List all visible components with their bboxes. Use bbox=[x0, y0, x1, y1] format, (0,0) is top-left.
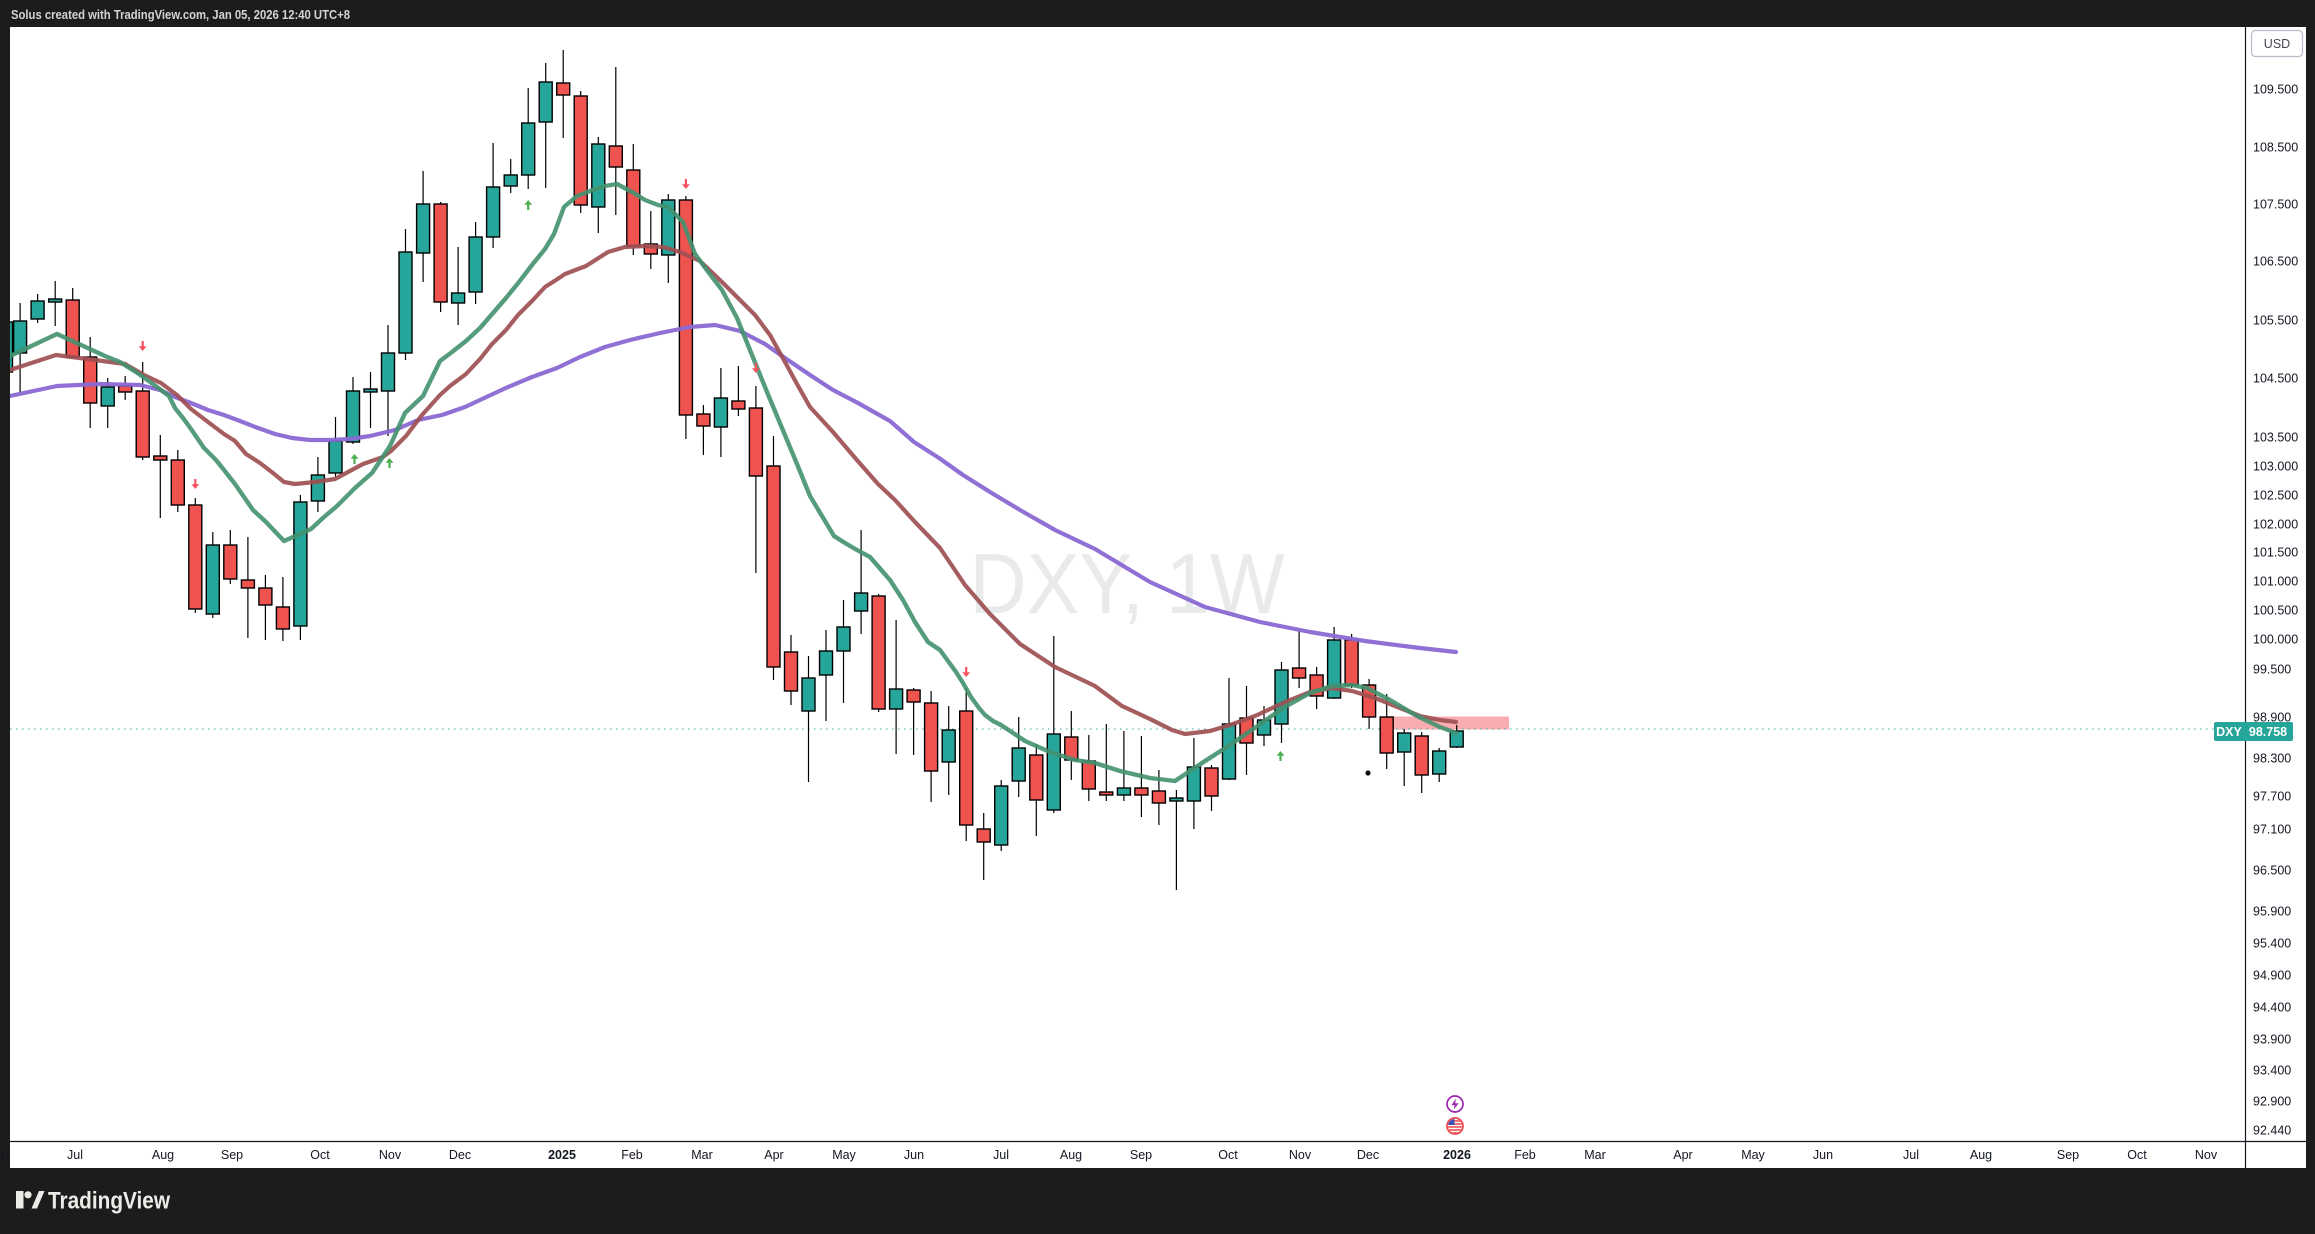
svg-text:Nov: Nov bbox=[379, 1148, 402, 1162]
svg-text:102.500: 102.500 bbox=[2253, 489, 2298, 503]
svg-text:Aug: Aug bbox=[1060, 1148, 1082, 1162]
svg-text:Dec: Dec bbox=[449, 1148, 471, 1162]
svg-text:n: n bbox=[2, 1148, 9, 1162]
svg-text:Solus created with TradingView: Solus created with TradingView.com, Jan … bbox=[11, 7, 350, 22]
svg-text:Mar: Mar bbox=[1584, 1148, 1606, 1162]
svg-text:Sep: Sep bbox=[2057, 1148, 2079, 1162]
svg-text:Jul: Jul bbox=[67, 1148, 83, 1162]
svg-text:108.500: 108.500 bbox=[2253, 141, 2298, 155]
svg-text:Nov: Nov bbox=[1289, 1148, 1312, 1162]
svg-text:100.000: 100.000 bbox=[2253, 633, 2298, 647]
svg-text:Oct: Oct bbox=[310, 1148, 330, 1162]
svg-text:DXY: DXY bbox=[2216, 725, 2242, 739]
svg-text:Sep: Sep bbox=[1130, 1148, 1152, 1162]
svg-text:Jun: Jun bbox=[1813, 1148, 1833, 1162]
svg-text:2025: 2025 bbox=[548, 1148, 576, 1162]
svg-text:May: May bbox=[1741, 1148, 1765, 1162]
svg-text:100.500: 100.500 bbox=[2253, 604, 2298, 618]
svg-text:Apr: Apr bbox=[764, 1148, 783, 1162]
svg-text:102.000: 102.000 bbox=[2253, 518, 2298, 532]
svg-text:2026: 2026 bbox=[1443, 1148, 1471, 1162]
svg-text:92.900: 92.900 bbox=[2253, 1095, 2291, 1109]
svg-text:97.700: 97.700 bbox=[2253, 790, 2291, 804]
svg-text:106.500: 106.500 bbox=[2253, 255, 2298, 269]
svg-text:Jul: Jul bbox=[993, 1148, 1009, 1162]
svg-text:104.500: 104.500 bbox=[2253, 372, 2298, 386]
svg-text:Mar: Mar bbox=[691, 1148, 713, 1162]
svg-text:98.758: 98.758 bbox=[2249, 725, 2287, 739]
svg-text:103.500: 103.500 bbox=[2253, 431, 2298, 445]
svg-text:Aug: Aug bbox=[152, 1148, 174, 1162]
svg-text:May: May bbox=[832, 1148, 856, 1162]
svg-text:99.500: 99.500 bbox=[2253, 663, 2291, 677]
svg-text:Jun: Jun bbox=[904, 1148, 924, 1162]
svg-text:103.000: 103.000 bbox=[2253, 460, 2298, 474]
svg-text:93.900: 93.900 bbox=[2253, 1033, 2291, 1047]
svg-text:Oct: Oct bbox=[2127, 1148, 2147, 1162]
svg-text:107.500: 107.500 bbox=[2253, 198, 2298, 212]
svg-text:Nov: Nov bbox=[2195, 1148, 2218, 1162]
svg-text:Feb: Feb bbox=[1514, 1148, 1536, 1162]
svg-text:95.900: 95.900 bbox=[2253, 905, 2291, 919]
svg-text:98.900: 98.900 bbox=[2253, 711, 2291, 725]
svg-text:93.400: 93.400 bbox=[2253, 1064, 2291, 1078]
svg-text:Aug: Aug bbox=[1970, 1148, 1992, 1162]
svg-text:USD: USD bbox=[2264, 37, 2290, 51]
svg-text:95.400: 95.400 bbox=[2253, 937, 2291, 951]
svg-text:101.500: 101.500 bbox=[2253, 546, 2298, 560]
svg-text:94.400: 94.400 bbox=[2253, 1001, 2291, 1015]
svg-text:Oct: Oct bbox=[1218, 1148, 1238, 1162]
svg-text:Apr: Apr bbox=[1673, 1148, 1692, 1162]
svg-text:94.900: 94.900 bbox=[2253, 969, 2291, 983]
svg-text:TradingView: TradingView bbox=[48, 1188, 171, 1215]
svg-text:97.100: 97.100 bbox=[2253, 823, 2291, 837]
svg-text:92.440: 92.440 bbox=[2253, 1124, 2291, 1138]
svg-text:105.500: 105.500 bbox=[2253, 314, 2298, 328]
svg-text:96.500: 96.500 bbox=[2253, 864, 2291, 878]
svg-text:Jul: Jul bbox=[1903, 1148, 1919, 1162]
svg-text:101.000: 101.000 bbox=[2253, 575, 2298, 589]
svg-text:Dec: Dec bbox=[1357, 1148, 1379, 1162]
svg-text:Sep: Sep bbox=[221, 1148, 243, 1162]
svg-text:Feb: Feb bbox=[621, 1148, 643, 1162]
svg-text:109.500: 109.500 bbox=[2253, 83, 2298, 97]
svg-text:98.300: 98.300 bbox=[2253, 752, 2291, 766]
